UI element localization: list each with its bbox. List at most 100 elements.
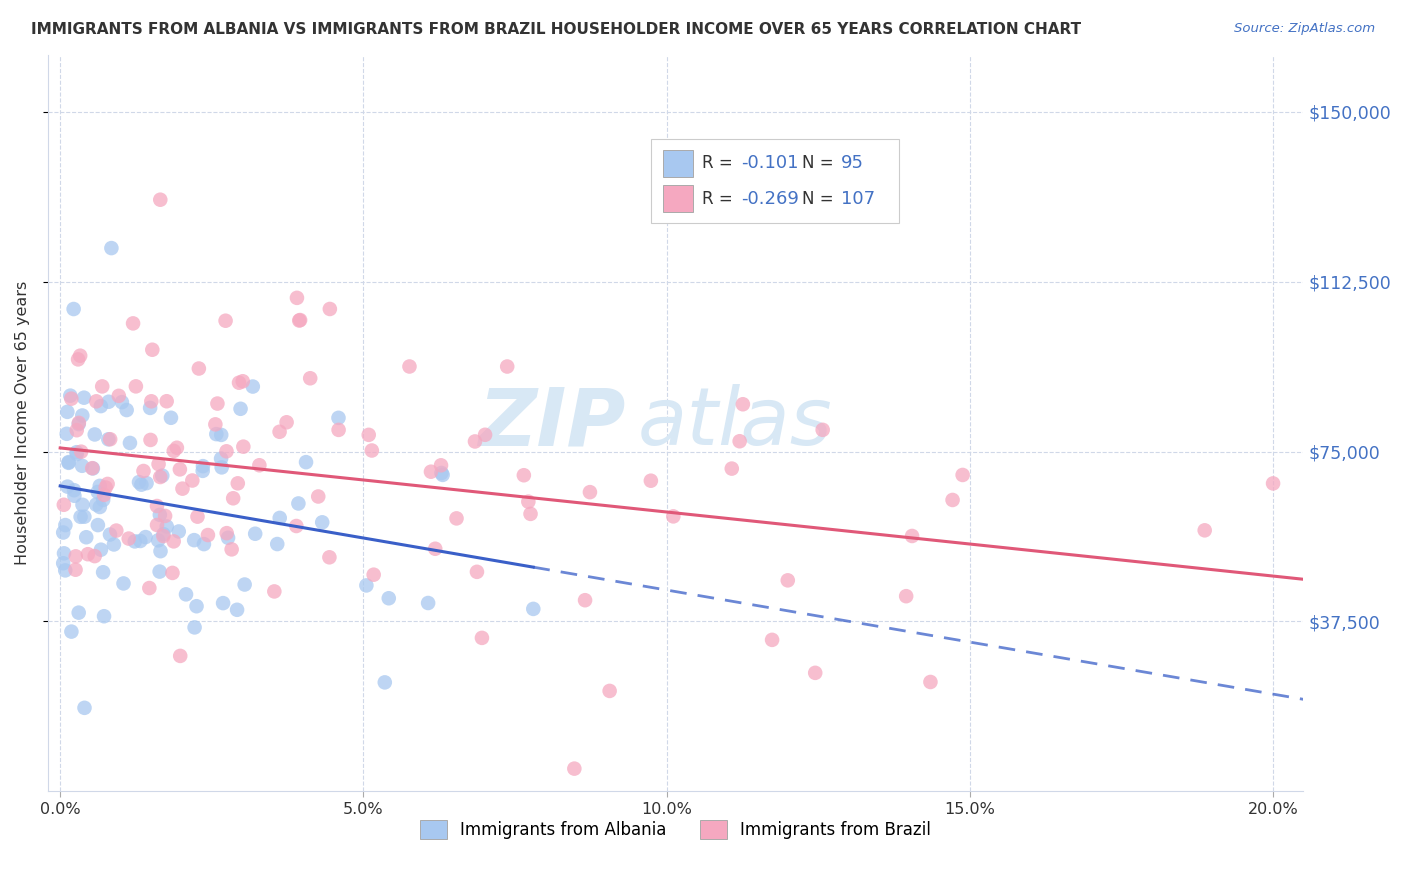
- Point: [205, 427, 228, 442]
- Point: [328, 410, 350, 425]
- Point: [183, 620, 205, 634]
- Point: [90, 399, 112, 413]
- Text: atlas: atlas: [638, 384, 832, 462]
- Point: [519, 507, 541, 521]
- Point: [67, 417, 90, 431]
- Point: [163, 443, 186, 458]
- Point: [149, 544, 172, 558]
- Point: [804, 665, 827, 680]
- Point: [82, 461, 104, 475]
- Point: [67, 352, 90, 367]
- Point: [221, 542, 243, 557]
- Point: [70, 444, 93, 458]
- FancyBboxPatch shape: [664, 150, 693, 177]
- Point: [55, 426, 77, 441]
- Point: [319, 301, 342, 316]
- Point: [269, 425, 291, 439]
- Point: [731, 397, 754, 411]
- Point: [98, 432, 121, 446]
- Point: [894, 589, 917, 603]
- Point: [232, 440, 254, 454]
- Point: [357, 427, 380, 442]
- Point: [446, 511, 468, 525]
- Point: [513, 468, 536, 483]
- Point: [398, 359, 420, 374]
- Point: [288, 313, 311, 327]
- Point: [160, 410, 183, 425]
- Point: [901, 529, 924, 543]
- Point: [73, 701, 96, 715]
- Point: [70, 458, 93, 473]
- Point: [146, 499, 169, 513]
- Point: [72, 409, 94, 423]
- Point: [464, 434, 486, 449]
- Point: [83, 427, 105, 442]
- Point: [574, 593, 596, 607]
- Point: [295, 455, 318, 469]
- Point: [53, 546, 76, 560]
- Point: [299, 371, 322, 385]
- Point: [58, 456, 80, 470]
- Point: [112, 576, 135, 591]
- Point: [162, 566, 184, 580]
- Text: R =: R =: [702, 190, 738, 208]
- Point: [122, 317, 145, 331]
- Point: [125, 379, 148, 393]
- Point: [276, 415, 298, 429]
- Point: [60, 392, 83, 406]
- Point: [107, 389, 129, 403]
- Point: [118, 532, 141, 546]
- Point: [69, 509, 91, 524]
- Point: [285, 291, 308, 305]
- Point: [65, 563, 87, 577]
- Point: [97, 394, 120, 409]
- Point: [328, 423, 350, 437]
- Text: -0.101: -0.101: [741, 154, 799, 172]
- Point: [942, 493, 965, 508]
- Point: [471, 631, 494, 645]
- Point: [128, 475, 150, 489]
- Point: [167, 524, 190, 539]
- Point: [63, 489, 86, 503]
- Point: [430, 458, 453, 473]
- Point: [52, 498, 75, 512]
- Point: [263, 584, 285, 599]
- Point: [141, 343, 163, 357]
- Point: [191, 464, 214, 478]
- Point: [93, 488, 115, 502]
- Point: [215, 444, 238, 458]
- Point: [187, 361, 209, 376]
- Point: [139, 401, 162, 415]
- Point: [67, 416, 90, 430]
- Point: [1261, 476, 1284, 491]
- Point: [242, 379, 264, 393]
- Point: [360, 443, 382, 458]
- Point: [211, 460, 233, 475]
- Point: [156, 394, 179, 409]
- Point: [307, 490, 329, 504]
- Point: [186, 599, 208, 614]
- Point: [97, 477, 120, 491]
- Point: [65, 445, 87, 459]
- Point: [186, 509, 208, 524]
- Point: [169, 462, 191, 476]
- Point: [148, 457, 170, 471]
- Point: [209, 428, 232, 442]
- Point: [212, 596, 235, 610]
- Point: [425, 541, 447, 556]
- Point: [56, 480, 79, 494]
- Point: [172, 482, 194, 496]
- Text: 107: 107: [841, 190, 876, 208]
- Point: [138, 581, 160, 595]
- Point: [66, 423, 89, 437]
- Point: [146, 533, 169, 548]
- Text: IMMIGRANTS FROM ALBANIA VS IMMIGRANTS FROM BRAZIL HOUSEHOLDER INCOME OVER 65 YEA: IMMIGRANTS FROM ALBANIA VS IMMIGRANTS FR…: [31, 22, 1081, 37]
- Point: [52, 556, 75, 570]
- Point: [56, 405, 79, 419]
- Point: [599, 684, 621, 698]
- Point: [191, 459, 214, 474]
- Point: [149, 508, 172, 522]
- Point: [84, 498, 107, 512]
- Point: [209, 451, 232, 466]
- Point: [135, 530, 157, 544]
